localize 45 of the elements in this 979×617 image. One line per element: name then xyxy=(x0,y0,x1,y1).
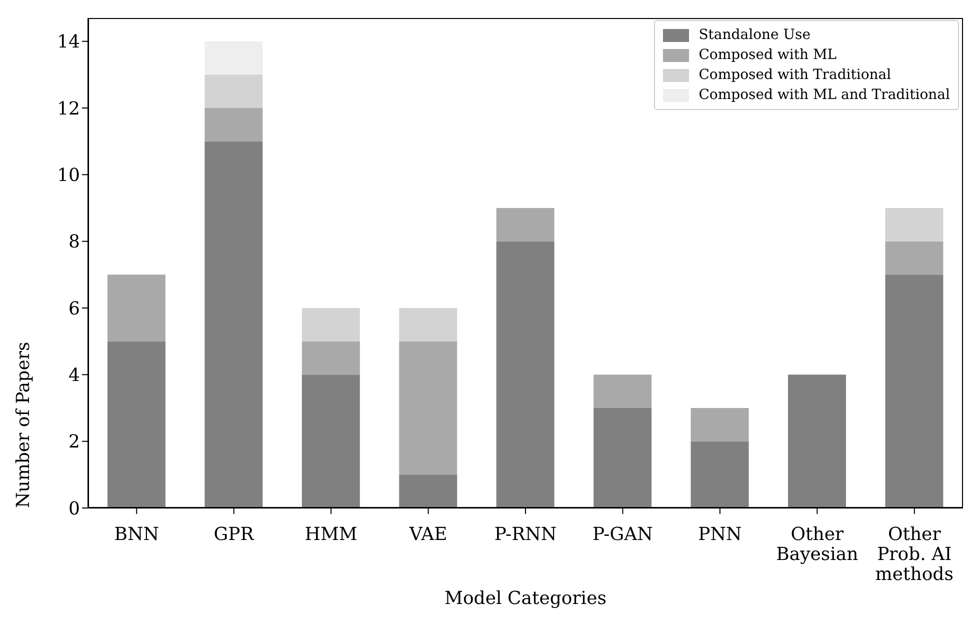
x-tick-label: P-RNN xyxy=(494,524,557,546)
bar xyxy=(496,208,554,242)
legend-label: Composed with ML xyxy=(698,46,837,65)
bar xyxy=(496,241,554,508)
x-axis-title: Model Categories xyxy=(444,588,606,609)
x-tick-label: VAE xyxy=(408,524,448,546)
bar xyxy=(885,274,944,508)
legend-label: Composed with ML and Traditional xyxy=(698,86,950,105)
x-tick-label: P-GAN xyxy=(592,524,653,546)
y-tick-label: 2 xyxy=(68,432,80,453)
bar xyxy=(690,441,749,508)
bar xyxy=(204,41,263,75)
bar xyxy=(302,308,360,342)
legend-label: Standalone Use xyxy=(698,26,811,45)
y-tick-label: 12 xyxy=(57,98,80,120)
x-tick-label: Other Bayesian xyxy=(776,524,859,565)
x-tick-label: HMM xyxy=(304,524,358,546)
x-tick-label: PNN xyxy=(698,524,742,546)
bar xyxy=(788,374,846,508)
bar xyxy=(399,308,458,342)
y-tick-label: 0 xyxy=(68,498,80,520)
bar xyxy=(885,241,944,275)
bar xyxy=(594,408,652,508)
y-axis-title: Number of Papers xyxy=(12,340,35,508)
x-tick-label: GPR xyxy=(214,524,254,546)
bar xyxy=(204,108,263,142)
bar xyxy=(204,141,263,508)
y-tick-label: 14 xyxy=(57,32,80,53)
y-tick-label: 4 xyxy=(68,365,80,386)
y-tick-label: 10 xyxy=(57,165,80,186)
bar xyxy=(885,208,944,242)
bar xyxy=(302,341,360,375)
bar xyxy=(399,474,458,508)
bar xyxy=(107,274,166,342)
bar xyxy=(204,74,263,108)
x-tick-label: BNN xyxy=(114,524,159,546)
bar xyxy=(399,341,458,475)
bar xyxy=(690,408,749,442)
bar xyxy=(302,374,360,508)
bar xyxy=(107,341,166,508)
y-tick-label: 8 xyxy=(68,232,80,253)
y-tick-label: 6 xyxy=(68,298,80,320)
bar xyxy=(594,374,652,408)
x-tick-label: Other Prob. AI methods xyxy=(875,524,954,585)
legend-label: Composed with Traditional xyxy=(698,66,892,85)
